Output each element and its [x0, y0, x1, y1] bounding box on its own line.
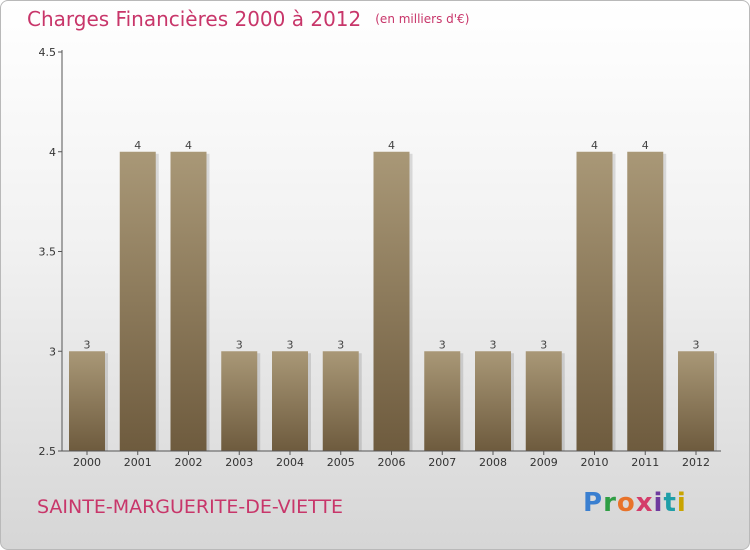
x-tick-label: 2003: [225, 456, 253, 469]
logo-letter: o: [616, 488, 636, 518]
x-tick-label: 2012: [682, 456, 710, 469]
bar-value-label: 4: [642, 139, 649, 152]
x-tick-label: 2002: [175, 456, 203, 469]
logo-letter: P: [583, 488, 604, 518]
bar-2010: [576, 151, 613, 451]
bar-2004: [272, 351, 308, 451]
bar-2001: [119, 151, 156, 451]
x-tick-label: 2006: [378, 456, 406, 469]
bar-value-label: 3: [540, 338, 547, 351]
chart-title: Charges Financières 2000 à 2012 (en milli…: [27, 7, 469, 31]
bar-value-label: 4: [134, 139, 141, 152]
place-name: SAINTE-MARGUERITE-DE-VIETTE: [37, 496, 344, 518]
y-tick-label: 2.5: [39, 445, 57, 458]
bar-value-label: 4: [591, 139, 598, 152]
bar-value-label: 3: [236, 338, 243, 351]
logo-letter: i: [676, 488, 687, 518]
x-tick-label: 2000: [73, 456, 101, 469]
bar-2011: [627, 151, 664, 451]
chart-title-text: Charges Financières 2000 à 2012: [27, 7, 362, 31]
bar-2003: [221, 351, 258, 451]
bar-value-label: 3: [337, 338, 344, 351]
unit-note: (en milliers d'€): [375, 12, 470, 26]
bar-value-label: 3: [287, 338, 294, 351]
bar-2007: [424, 351, 461, 451]
bar-2000: [69, 351, 105, 451]
logo-letter: r: [603, 488, 617, 518]
y-tick-label: 4: [49, 146, 56, 159]
bar-2005: [322, 351, 359, 451]
x-tick-label: 2005: [327, 456, 355, 469]
bar-value-label: 4: [185, 139, 192, 152]
y-tick-label: 3.5: [39, 246, 57, 259]
x-tick-label: 2001: [124, 456, 152, 469]
bar-2006: [373, 151, 410, 451]
bar-2012: [678, 351, 714, 451]
y-tick-label: 3: [49, 345, 56, 358]
x-tick-label: 2011: [631, 456, 659, 469]
bar-value-label: 4: [388, 139, 395, 152]
logo-letter: x: [635, 488, 654, 518]
bar-value-label: 3: [693, 338, 700, 351]
logo-letter: t: [663, 488, 677, 518]
x-tick-label: 2009: [530, 456, 558, 469]
proxiti-logo[interactable]: Proxiti: [583, 488, 687, 518]
bar-value-label: 3: [439, 338, 446, 351]
axis-layer: 2000 2001 2002 2003 2004 2005 2006 2007 2008 2009…: [39, 46, 721, 469]
x-tick-label: 2004: [276, 456, 304, 469]
bar-2009: [525, 351, 562, 451]
y-tick-label: 4.5: [39, 46, 57, 59]
x-tick-label: 2008: [479, 456, 507, 469]
x-tick-label: 2007: [428, 456, 456, 469]
bar-2002: [170, 151, 207, 451]
bar-value-label: 3: [490, 338, 497, 351]
bars-layer: 3 4 4 3 3 3 4 3 3 3 4 4 3: [69, 139, 717, 451]
bar-2008: [475, 351, 511, 451]
logo-letter: i: [653, 488, 664, 518]
x-tick-label: 2010: [581, 456, 609, 469]
bar-value-label: 3: [84, 338, 91, 351]
